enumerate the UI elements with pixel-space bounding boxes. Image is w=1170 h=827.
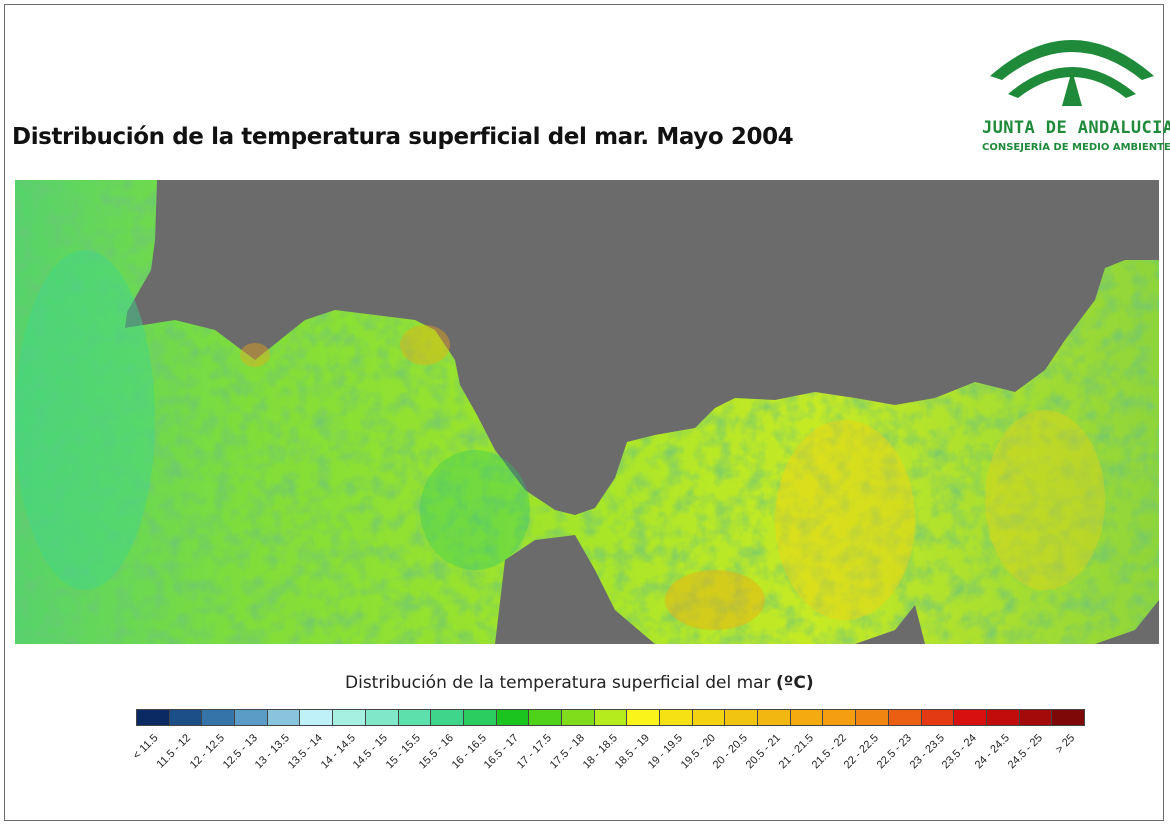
- legend-swatch: [660, 710, 693, 725]
- legend-label: 12.5 - 13: [220, 732, 260, 772]
- legend-title: Distribución de la temperatura superfici…: [345, 673, 814, 693]
- logo-emblem: [990, 40, 1154, 106]
- legend-label: < 11.5: [131, 732, 161, 762]
- legend-label: 24.5 - 25: [1005, 732, 1045, 772]
- legend-swatch: [267, 710, 301, 725]
- legend-swatch: [790, 710, 824, 725]
- legend-label: 12 - 12.5: [187, 732, 227, 772]
- legend-swatch: [496, 710, 530, 725]
- legend-label: 15 - 15.5: [383, 732, 424, 772]
- legend-swatch: [431, 710, 464, 725]
- legend-swatch: [1019, 710, 1053, 725]
- legend-label: 11.5 - 12: [154, 732, 194, 771]
- legend-swatch: [202, 710, 236, 725]
- legend-unit: (ºC): [776, 673, 814, 693]
- legend-label: 18.5 - 19: [612, 732, 653, 772]
- legend-swatch: [823, 710, 857, 725]
- legend-swatch: [300, 710, 334, 725]
- legend-title-text: Distribución de la temperatura superfici…: [345, 673, 771, 693]
- legend-label: 13 - 13.5: [252, 732, 293, 772]
- legend-label: 19 - 19.5: [645, 732, 685, 772]
- logo-subtitle: CONSEJERÍA DE MEDIO AMBIENTE: [982, 142, 1170, 153]
- legend-swatch: [692, 710, 726, 725]
- legend-label: 19.5 - 20: [678, 732, 718, 772]
- legend-swatch: [725, 710, 759, 725]
- legend-swatch: [758, 710, 791, 725]
- legend-swatch: [529, 710, 562, 725]
- legend-label: 18 - 18.5: [580, 732, 620, 772]
- legend-swatch: [1052, 710, 1084, 725]
- legend-label: 17 - 17.5: [514, 732, 554, 772]
- legend-label: 16.5 - 17: [482, 732, 522, 772]
- legend-swatch: [986, 710, 1020, 725]
- legend-swatch: [365, 710, 399, 725]
- legend-label: 23 - 23.5: [907, 732, 947, 772]
- legend-swatch: [398, 710, 432, 725]
- legend-swatch: [137, 710, 170, 725]
- legend-label: 21 - 21.5: [776, 732, 816, 772]
- legend-swatch: [856, 710, 889, 725]
- junta-de-andalucia-logo: JUNTA DE ANDALUCIA CONSEJERÍA DE MEDIO A…: [982, 16, 1170, 161]
- sst-map: [15, 180, 1159, 644]
- legend-swatch: [169, 710, 203, 725]
- legend-label: 21.5 - 22: [809, 732, 849, 772]
- legend-label: 20 - 20.5: [711, 732, 751, 772]
- legend-label: 13.5 - 14: [285, 732, 325, 772]
- legend-label: 17.5 - 18: [547, 732, 587, 772]
- legend-color-bar: [136, 709, 1085, 726]
- legend-swatch: [594, 710, 628, 725]
- legend-labels: < 11.5 11.5 - 12 12 - 12.5 12.5 - 13 13 - 13…: [131, 732, 1085, 812]
- legend-swatch: [333, 710, 366, 725]
- legend-swatch: [561, 710, 595, 725]
- legend-swatch: [463, 710, 497, 725]
- legend-swatch: [954, 710, 987, 725]
- legend-swatch: [235, 710, 268, 725]
- legend-label: 20.5 - 21: [743, 732, 784, 772]
- legend-swatch: [627, 710, 660, 725]
- legend-label: 14 - 14.5: [318, 732, 358, 772]
- legend-label: 15.5 - 16: [416, 732, 456, 772]
- legend-label: 22 - 22.5: [841, 732, 882, 772]
- sea-area: [15, 180, 1159, 644]
- legend-label: > 25: [1052, 732, 1077, 756]
- legend-label: 24 - 24.5: [972, 732, 1013, 772]
- legend-label: 23.5 - 24: [940, 732, 980, 772]
- figure-title: Distribución de la temperatura superfici…: [12, 124, 794, 150]
- legend-swatch: [921, 710, 955, 725]
- legend-label: 14.5 - 15: [351, 732, 391, 772]
- legend-swatch: [888, 710, 922, 725]
- legend-label: 22.5 - 23: [874, 732, 914, 772]
- logo-name: JUNTA DE ANDALUCIA: [982, 118, 1170, 138]
- legend-label: 16 - 16.5: [449, 732, 489, 772]
